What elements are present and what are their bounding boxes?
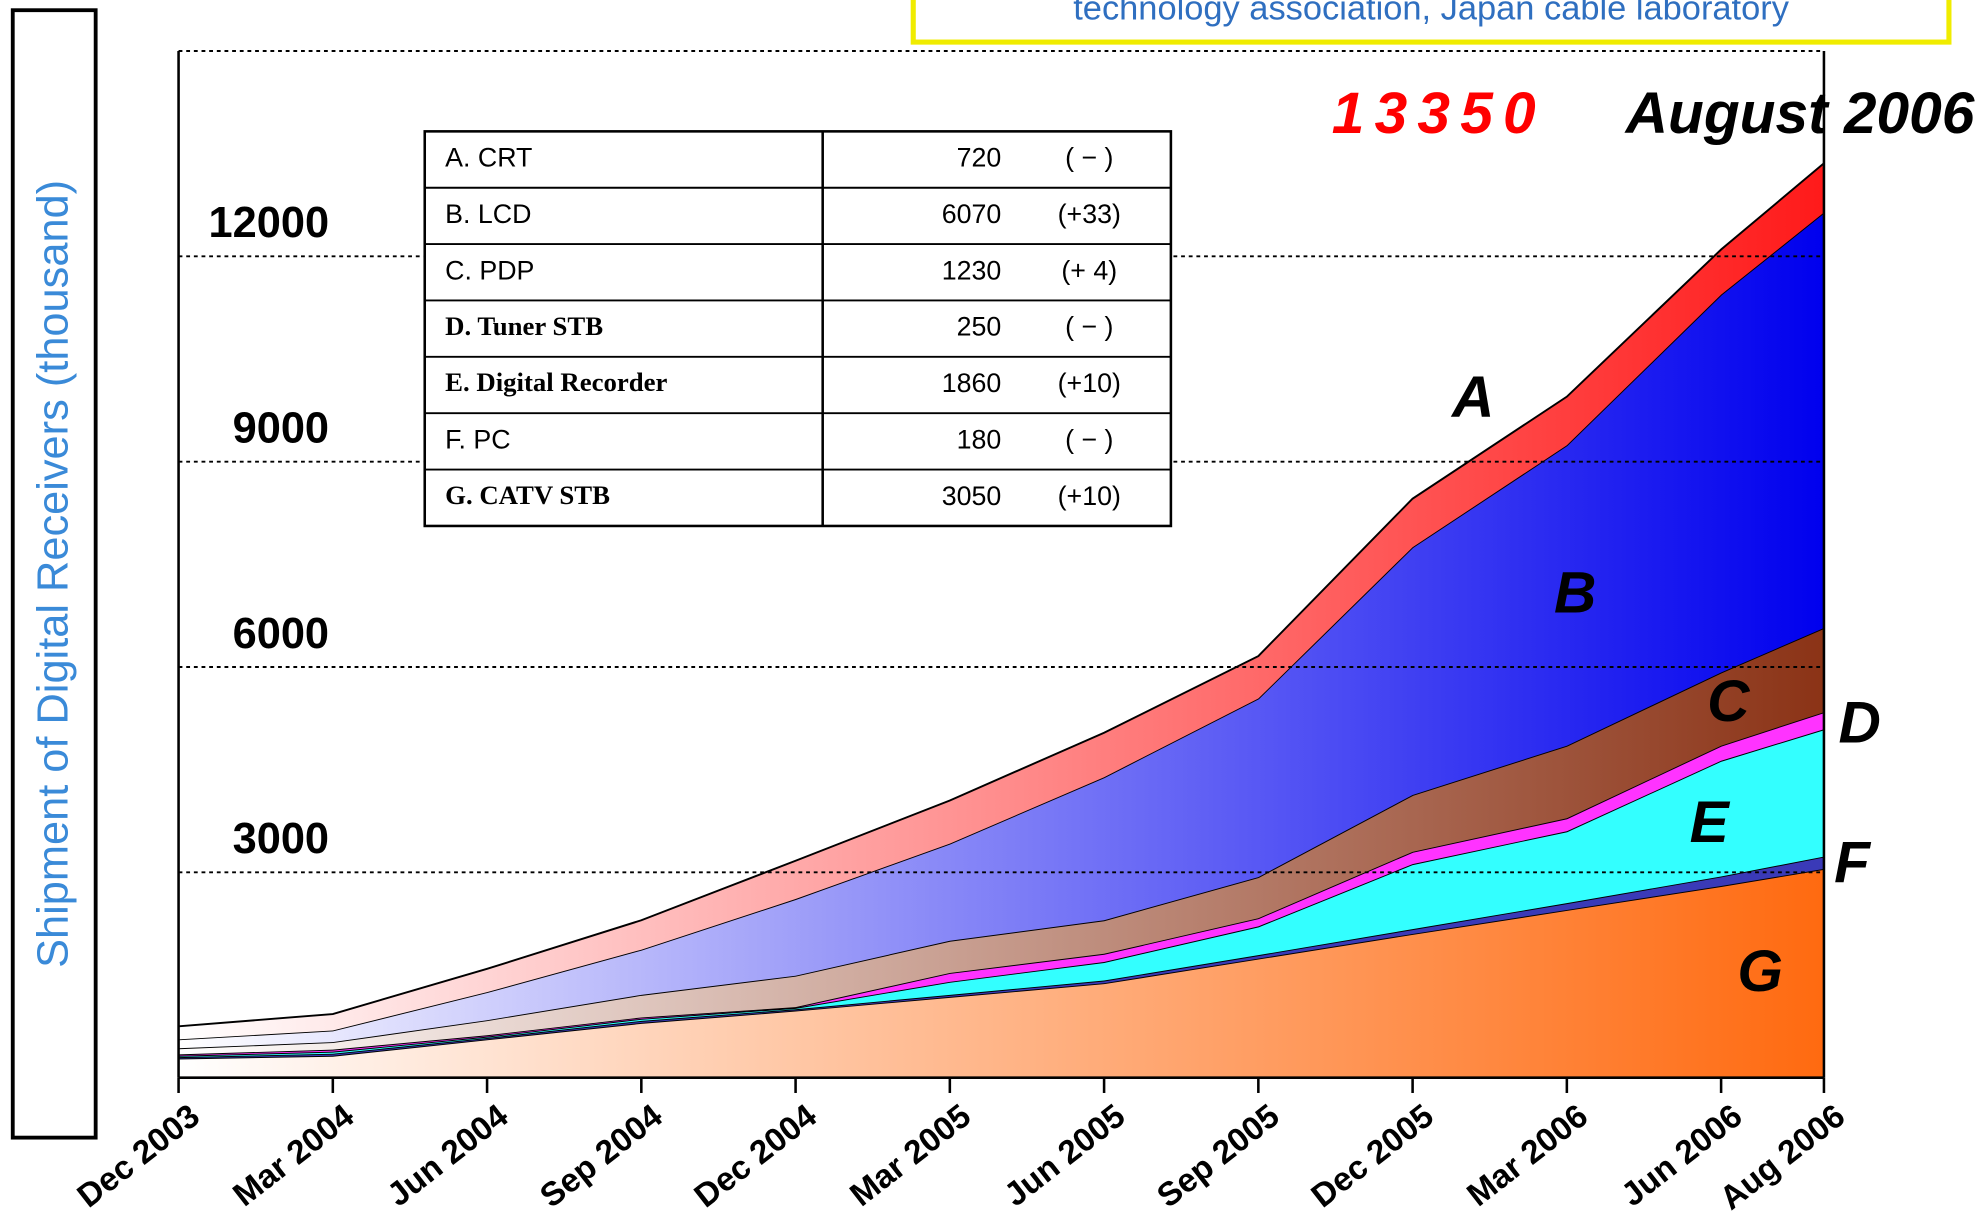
y-label-box: [10, 8, 98, 1140]
annotation: technology association, Japan cable labo…: [1073, 0, 1789, 27]
table-label: E. Digital Recorder: [445, 367, 667, 397]
table-label: G. CATV STB: [445, 480, 610, 510]
table-label: A. CRT: [445, 143, 532, 173]
table-value: 1860: [942, 368, 1002, 398]
area-outline: [178, 728, 1825, 1057]
area: [178, 868, 1824, 1078]
annotation-box: [910, 0, 1952, 45]
table-change: ( − ): [1065, 424, 1113, 454]
y-tick-label: 9000: [233, 405, 329, 453]
table-change: ( − ): [1065, 312, 1113, 342]
y-tick-label: 3000: [233, 815, 329, 863]
series-label: A: [1450, 365, 1494, 430]
plot-area: [178, 162, 1825, 1078]
series-label: D: [1838, 690, 1880, 755]
y-tick-label: 6000: [233, 610, 329, 658]
series-label: E: [1690, 790, 1731, 855]
table-change: (+10): [1058, 368, 1121, 398]
series-label: G: [1737, 939, 1783, 1004]
table-value: 1230: [942, 255, 1002, 285]
series-label: B: [1554, 560, 1596, 625]
table-label: D. Tuner STB: [445, 311, 603, 341]
table-value: 250: [957, 312, 1002, 342]
table-value: 180: [957, 424, 1002, 454]
total-date: August 2006: [1624, 81, 1975, 146]
area-outline: [178, 162, 1825, 1028]
area: [178, 212, 1824, 1049]
table-change: ( − ): [1065, 143, 1113, 173]
table-value: 720: [957, 143, 1002, 173]
series-label: F: [1834, 831, 1872, 896]
table-label: F. PC: [445, 424, 510, 454]
table-change: (+10): [1058, 481, 1121, 511]
table-label: C. PDP: [445, 255, 534, 285]
table-change: (+ 4): [1061, 255, 1117, 285]
y-tick-label: 12000: [208, 199, 329, 247]
y-axis-label: Shipment of Digital Receivers (thousand): [30, 180, 78, 968]
total: 13350: [1332, 81, 1546, 146]
area: [178, 729, 1824, 1058]
table-value: 6070: [942, 199, 1002, 229]
table-value: 3050: [942, 481, 1002, 511]
legend-table: [423, 130, 1173, 528]
table-change: (+33): [1058, 199, 1121, 229]
series-label: C: [1707, 669, 1751, 734]
table-label: B. LCD: [445, 199, 531, 229]
